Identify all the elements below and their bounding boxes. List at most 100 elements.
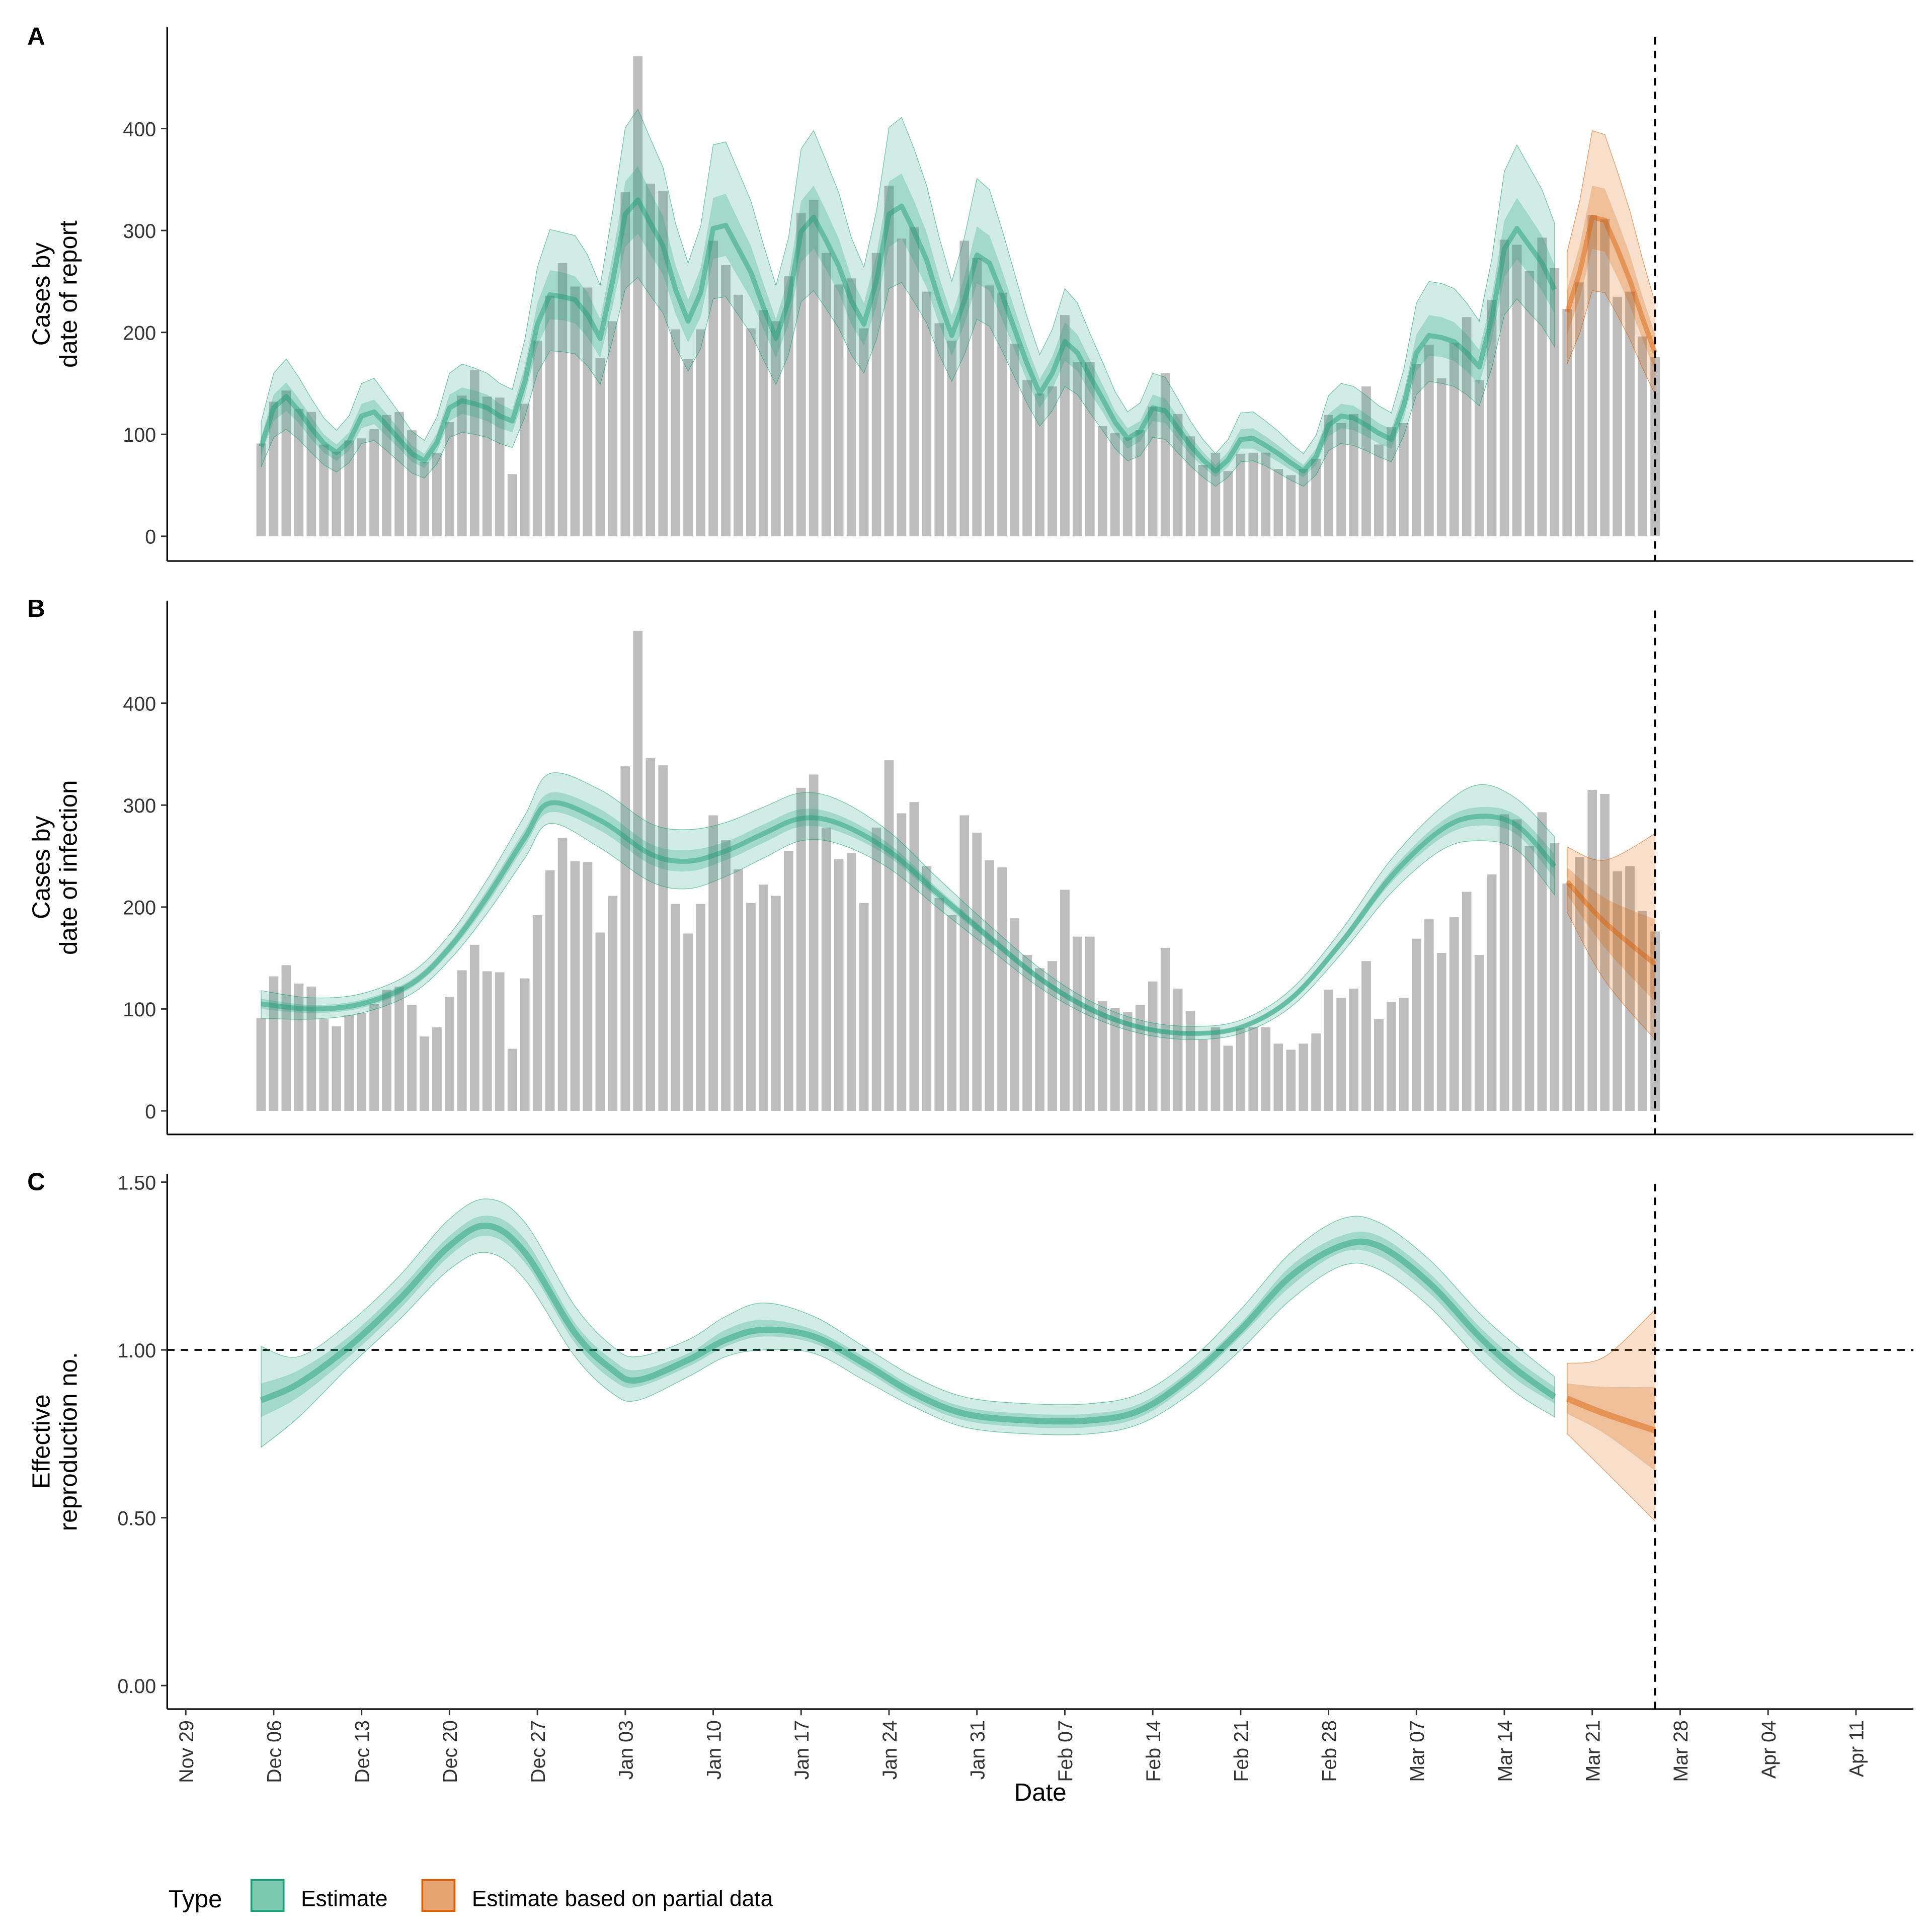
y-tick-label: 100 — [123, 999, 156, 1021]
observed-cases-bar — [985, 285, 995, 536]
observed-cases-bar — [570, 286, 580, 536]
observed-cases-bar — [1487, 874, 1497, 1111]
x-tick-label: Mar 28 — [1670, 1720, 1692, 1782]
x-tick-label: Jan 31 — [967, 1720, 989, 1780]
observed-cases-bar — [1512, 245, 1522, 536]
observed-cases-bar — [1236, 453, 1246, 536]
y-tick-label: 1.00 — [118, 1340, 156, 1362]
observed-cases-bar — [909, 802, 919, 1111]
x-tick-label: Feb 28 — [1318, 1720, 1340, 1782]
observed-cases-bar — [1524, 271, 1535, 536]
legend: Type Estimate Estimate based on partial … — [169, 1879, 773, 1913]
observed-cases-bar — [306, 986, 316, 1111]
x-tick-label: Feb 14 — [1143, 1720, 1165, 1782]
observed-cases-bar — [420, 461, 429, 536]
observed-cases-bar — [357, 1013, 367, 1111]
observed-cases-bar — [934, 898, 944, 1111]
observed-cases-bar — [671, 904, 681, 1111]
observed-cases-bar — [708, 240, 718, 536]
observed-cases-bar — [608, 321, 618, 536]
observed-cases-bar — [281, 965, 291, 1111]
observed-cases-bar — [1550, 843, 1560, 1111]
observed-cases-bar — [407, 1005, 417, 1111]
observed-cases-bar — [1550, 268, 1560, 536]
y-tick-label: 0 — [145, 526, 156, 548]
observed-cases-bar — [1022, 380, 1032, 536]
observed-cases-bar — [1097, 426, 1107, 536]
x-tick-label: Apr 04 — [1758, 1720, 1780, 1779]
observed-cases-bar — [721, 840, 731, 1111]
observed-cases-bar — [357, 438, 367, 536]
observed-cases-bar — [1248, 1027, 1258, 1111]
observed-cases-bar — [1436, 378, 1446, 536]
observed-cases-bar — [382, 989, 391, 1111]
observed-cases-bar — [1148, 981, 1158, 1111]
observed-cases-bar — [1311, 458, 1321, 536]
observed-cases-bar — [1349, 988, 1358, 1111]
observed-cases-bar — [382, 415, 391, 536]
observed-cases-bar — [1474, 955, 1484, 1111]
observed-cases-bar — [633, 56, 643, 536]
observed-cases-bar — [646, 758, 656, 1111]
observed-cases-bar — [1613, 871, 1623, 1111]
observed-cases-bar — [796, 213, 806, 536]
partial-median-line — [1565, 214, 1658, 354]
observed-cases-bar — [1010, 918, 1019, 1111]
observed-cases-bar — [545, 870, 555, 1111]
observed-cases-bar — [671, 329, 681, 536]
x-tick-label: Feb 21 — [1231, 1720, 1253, 1782]
observed-cases-bar — [532, 340, 542, 536]
observed-cases-bar — [658, 765, 668, 1111]
observed-cases-bar — [821, 253, 831, 536]
observed-cases-bar — [608, 896, 618, 1111]
observed-cases-bar — [759, 310, 768, 536]
observed-cases-bar — [495, 397, 505, 536]
observed-cases-bar — [947, 340, 957, 536]
observed-cases-bar — [1223, 1045, 1233, 1111]
observed-cases-bar — [281, 390, 291, 536]
observed-cases-bar — [469, 370, 479, 536]
observed-cases-bar — [897, 238, 907, 536]
observed-cases-bar — [520, 404, 530, 536]
observed-cases-bar — [1286, 475, 1296, 536]
y-axis-title-line: reproduction no. — [55, 1352, 83, 1531]
legend-swatch-estimate — [250, 1879, 285, 1912]
observed-cases-bar — [1273, 1043, 1283, 1111]
observed-cases-bar — [557, 263, 568, 536]
observed-cases-bar — [708, 815, 718, 1111]
observed-cases-bar — [1638, 336, 1647, 536]
y-axis-title-line: Cases by — [27, 816, 55, 919]
x-tick-label: Jan 17 — [791, 1720, 813, 1780]
y-tick-label: 0 — [145, 1101, 156, 1123]
observed-cases-bar — [1185, 436, 1195, 536]
observed-cases-bar — [269, 401, 279, 536]
observed-cases-bar — [1436, 952, 1446, 1111]
observed-cases-bar — [1411, 938, 1421, 1111]
x-tick-label: Dec 27 — [527, 1720, 549, 1783]
estimate-ci90-band — [261, 108, 1555, 487]
observed-cases-bar — [897, 813, 907, 1111]
x-tick-label: Nov 29 — [176, 1720, 198, 1783]
observed-cases-bar — [532, 915, 542, 1111]
observed-cases-bar — [1399, 998, 1409, 1111]
estimate-ci90-band — [261, 1198, 1555, 1448]
estimate-median-line — [259, 197, 1557, 474]
y-tick-label: 0.00 — [118, 1675, 156, 1698]
observed-cases-bar — [1085, 362, 1095, 536]
observed-cases-bar — [771, 321, 781, 536]
observed-cases-bar — [256, 1018, 266, 1111]
observed-cases-bar — [1110, 1008, 1120, 1111]
observed-cases-bar — [1035, 393, 1044, 536]
observed-cases-bar — [495, 972, 505, 1111]
x-axis: Nov 29 Dec 06 Dec 13 Dec 20 Dec 27 Jan 03 Jan … — [176, 1709, 1868, 1783]
partial-median-line — [1565, 879, 1657, 967]
x-tick-label: Dec 06 — [264, 1720, 286, 1783]
x-tick-label: Jan 24 — [879, 1720, 901, 1780]
observed-cases-bar — [658, 191, 668, 536]
observed-cases-bar — [420, 1036, 429, 1111]
observed-cases-bar — [796, 787, 806, 1111]
observed-cases-bar — [783, 851, 793, 1111]
observed-cases-bar — [1223, 471, 1233, 536]
y-axis-title-line: date of infection — [55, 780, 83, 955]
observed-cases-bar — [1198, 465, 1208, 536]
